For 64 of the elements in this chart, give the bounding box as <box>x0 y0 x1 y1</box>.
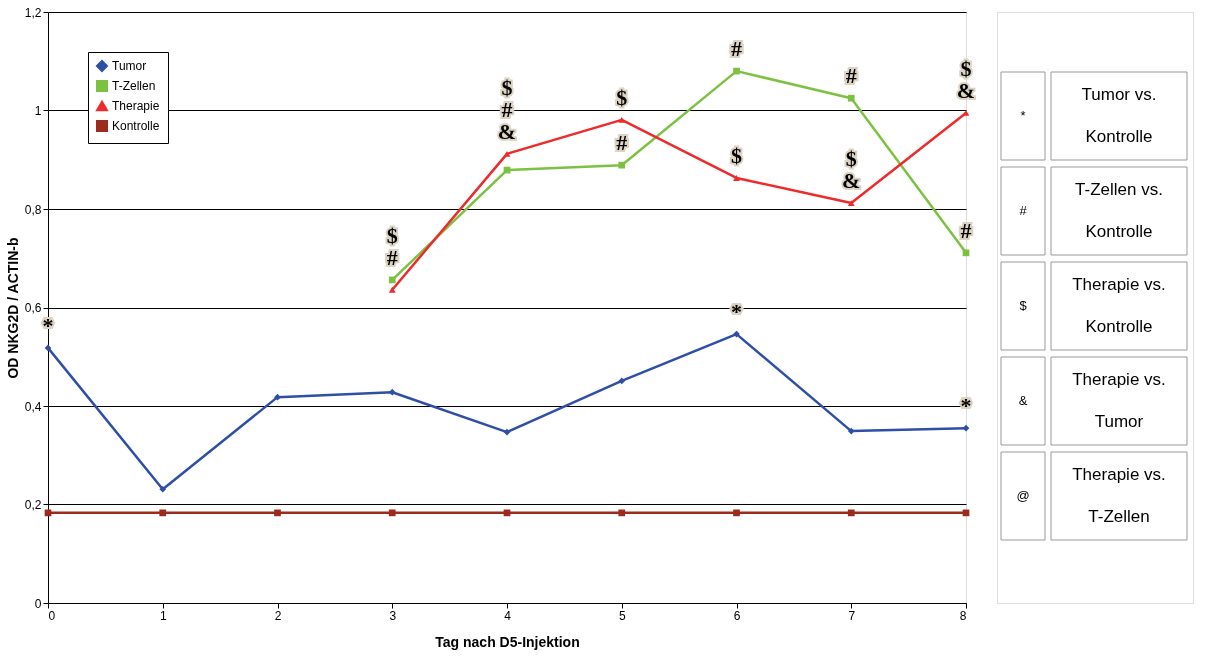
annotation: $ <box>731 142 742 168</box>
point <box>503 150 511 157</box>
point <box>503 428 511 436</box>
point <box>847 509 855 517</box>
annotation: $ <box>501 74 513 100</box>
y-tick-label: 0,4 <box>24 399 42 414</box>
legend-label: Kontrolle <box>112 119 160 133</box>
annotation: # <box>731 36 742 62</box>
text: @ <box>1016 488 1030 503</box>
x-tick-label: 3 <box>389 608 397 623</box>
point <box>618 377 626 385</box>
point <box>274 509 281 517</box>
point <box>733 175 740 181</box>
y-axis-title: OD NKG2D / ACTIN-b <box>4 237 21 379</box>
point <box>159 509 167 517</box>
text: * <box>1020 108 1026 123</box>
point <box>847 200 855 206</box>
point <box>962 424 970 432</box>
point <box>962 249 970 257</box>
y-tick-label: 1,2 <box>24 5 42 20</box>
point <box>962 110 970 116</box>
x-tick-label: 8 <box>959 608 967 623</box>
point <box>44 344 52 352</box>
y-tick-label: 0,2 <box>24 498 42 512</box>
legend-label: Therapie <box>112 99 160 113</box>
annotation: & <box>497 118 517 144</box>
point <box>847 427 855 435</box>
annotation: # <box>845 63 857 89</box>
y-tick-label: 0,6 <box>24 301 42 315</box>
text: Tumor vs. Kontrolle <box>1081 85 1157 146</box>
x-tick-label: 2 <box>274 608 282 623</box>
text: Therapie vs. Kontrolle <box>1072 275 1166 336</box>
x-tick-label: 0 <box>48 608 56 623</box>
point <box>847 94 855 102</box>
legend-label: T-Zellen <box>112 79 156 93</box>
text: & <box>1018 393 1028 408</box>
x-tick-label: 7 <box>848 608 856 623</box>
text: Therapie vs. Tumor <box>1072 370 1166 431</box>
point <box>388 509 396 517</box>
x-tick-label: 5 <box>618 608 626 623</box>
y-tick-label: 0 <box>34 596 42 611</box>
text: $ <box>1019 298 1028 313</box>
annotation: $ <box>616 84 628 110</box>
annotation: # <box>960 217 972 243</box>
x-tick-label: 6 <box>733 608 741 623</box>
annotation: # <box>616 130 628 156</box>
point <box>388 286 396 293</box>
point <box>733 509 740 517</box>
x-axis-title: Tag nach D5-Injektion <box>435 633 580 650</box>
text: Therapie vs. T-Zellen <box>1072 465 1166 526</box>
point <box>388 276 396 284</box>
y-tick-label: 0,8 <box>24 202 42 217</box>
y-tick-label: 1 <box>34 104 42 118</box>
x-tick-label: 1 <box>159 608 167 623</box>
point <box>159 485 167 493</box>
text: T-Zellen vs. Kontrolle <box>1075 180 1163 241</box>
text: # <box>1019 203 1028 218</box>
x-tick-label: 4 <box>504 608 512 623</box>
point <box>618 116 626 123</box>
point <box>388 388 396 396</box>
point <box>618 161 626 169</box>
point <box>618 509 626 517</box>
point <box>733 67 740 75</box>
legend-label: Tumor <box>112 59 147 73</box>
